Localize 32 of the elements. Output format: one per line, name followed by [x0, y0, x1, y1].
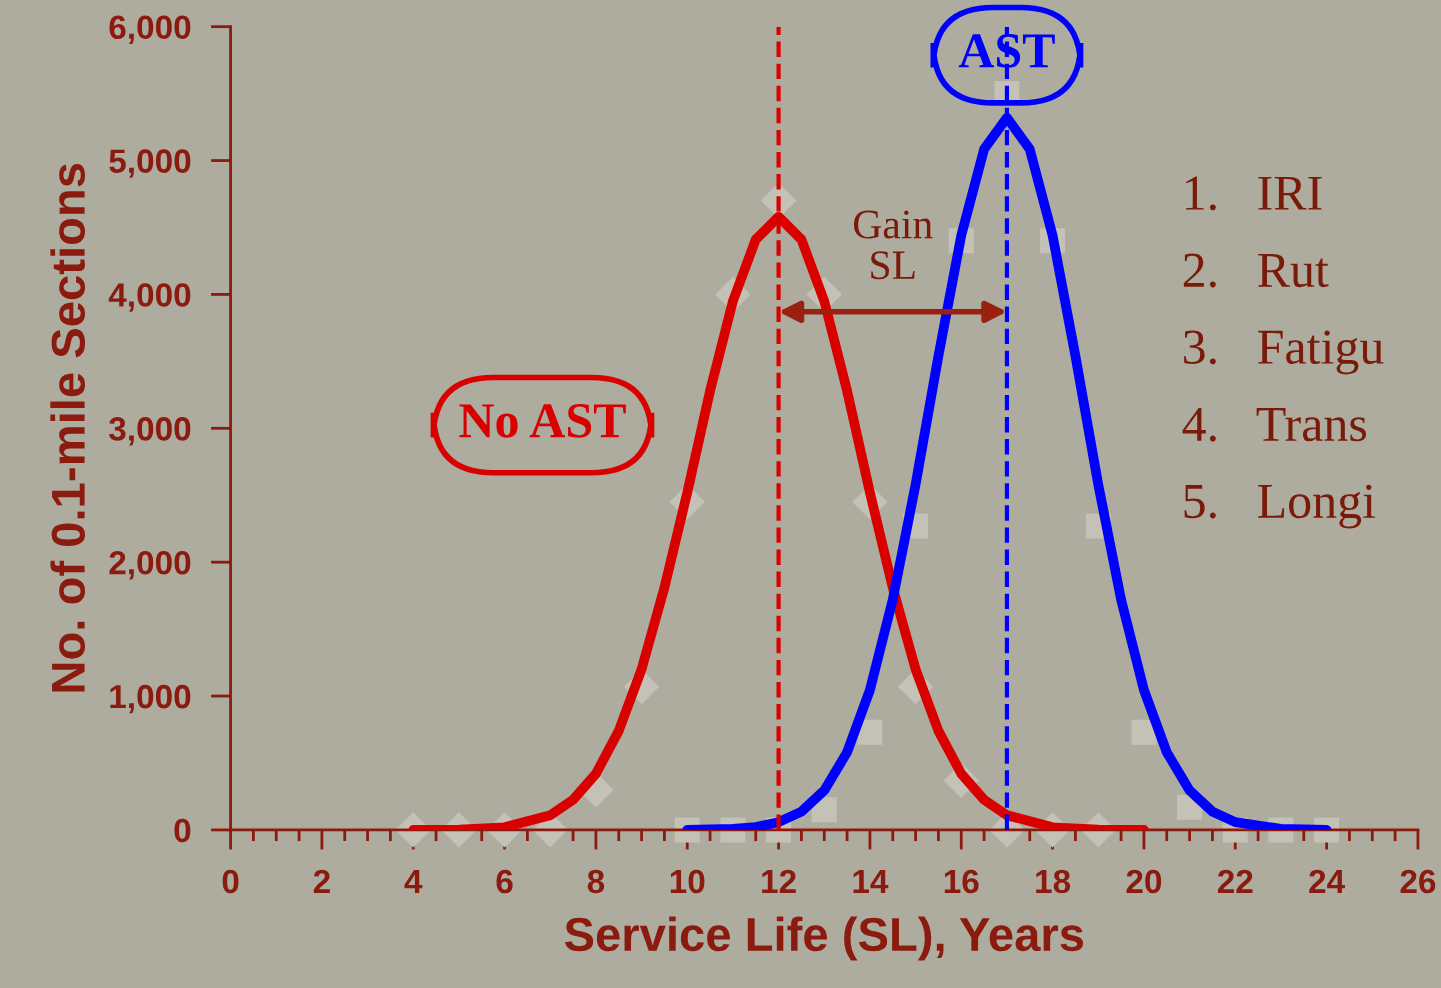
x-tick-label: 20 [1126, 869, 1162, 894]
x-tick-label: 10 [670, 869, 705, 894]
annotation: 4. Trans [1182, 407, 1367, 442]
y-tick-label: 1,000 [110, 684, 191, 714]
x-tick-label: 6 [496, 869, 513, 894]
annotation: Gain SL [853, 210, 933, 280]
series-label: No AST [459, 404, 626, 438]
annotation: 2. Rut [1183, 253, 1329, 288]
x-tick-label: 26 [1400, 869, 1436, 894]
x-tick-label: 12 [762, 869, 796, 893]
y-tick-label: 0 [174, 818, 191, 843]
x-tick-label: 24 [1309, 869, 1345, 893]
x-tick-label: 8 [587, 869, 605, 894]
point [1131, 719, 1157, 745]
y-tick-label: 4,000 [108, 283, 191, 312]
annotation: 1. IRI [1186, 176, 1322, 211]
y-tick-label: 6,000 [109, 15, 191, 44]
x-tick-label: 14 [853, 870, 889, 893]
x-tick-label: 16 [944, 869, 979, 894]
annotation: 5. Longi [1184, 484, 1376, 529]
annotation: 3. Fatigu [1184, 330, 1384, 375]
y-tick-label: 3,000 [109, 417, 191, 446]
x-tick-label: 22 [1217, 869, 1253, 893]
x-axis-title: Service Life (SL), Years [564, 916, 1084, 961]
x-tick-label: 0 [222, 869, 239, 894]
series-label: AST [958, 34, 1055, 68]
x-tick-label: 4 [404, 870, 423, 893]
x-tick-label: 18 [1036, 869, 1071, 894]
y-axis-title: No. of 0.1-mile Sections [50, 163, 86, 692]
y-tick-label: 2,000 [109, 550, 191, 580]
y-tick-label: 5,000 [109, 149, 191, 178]
x-tick-label: 2 [313, 869, 330, 893]
